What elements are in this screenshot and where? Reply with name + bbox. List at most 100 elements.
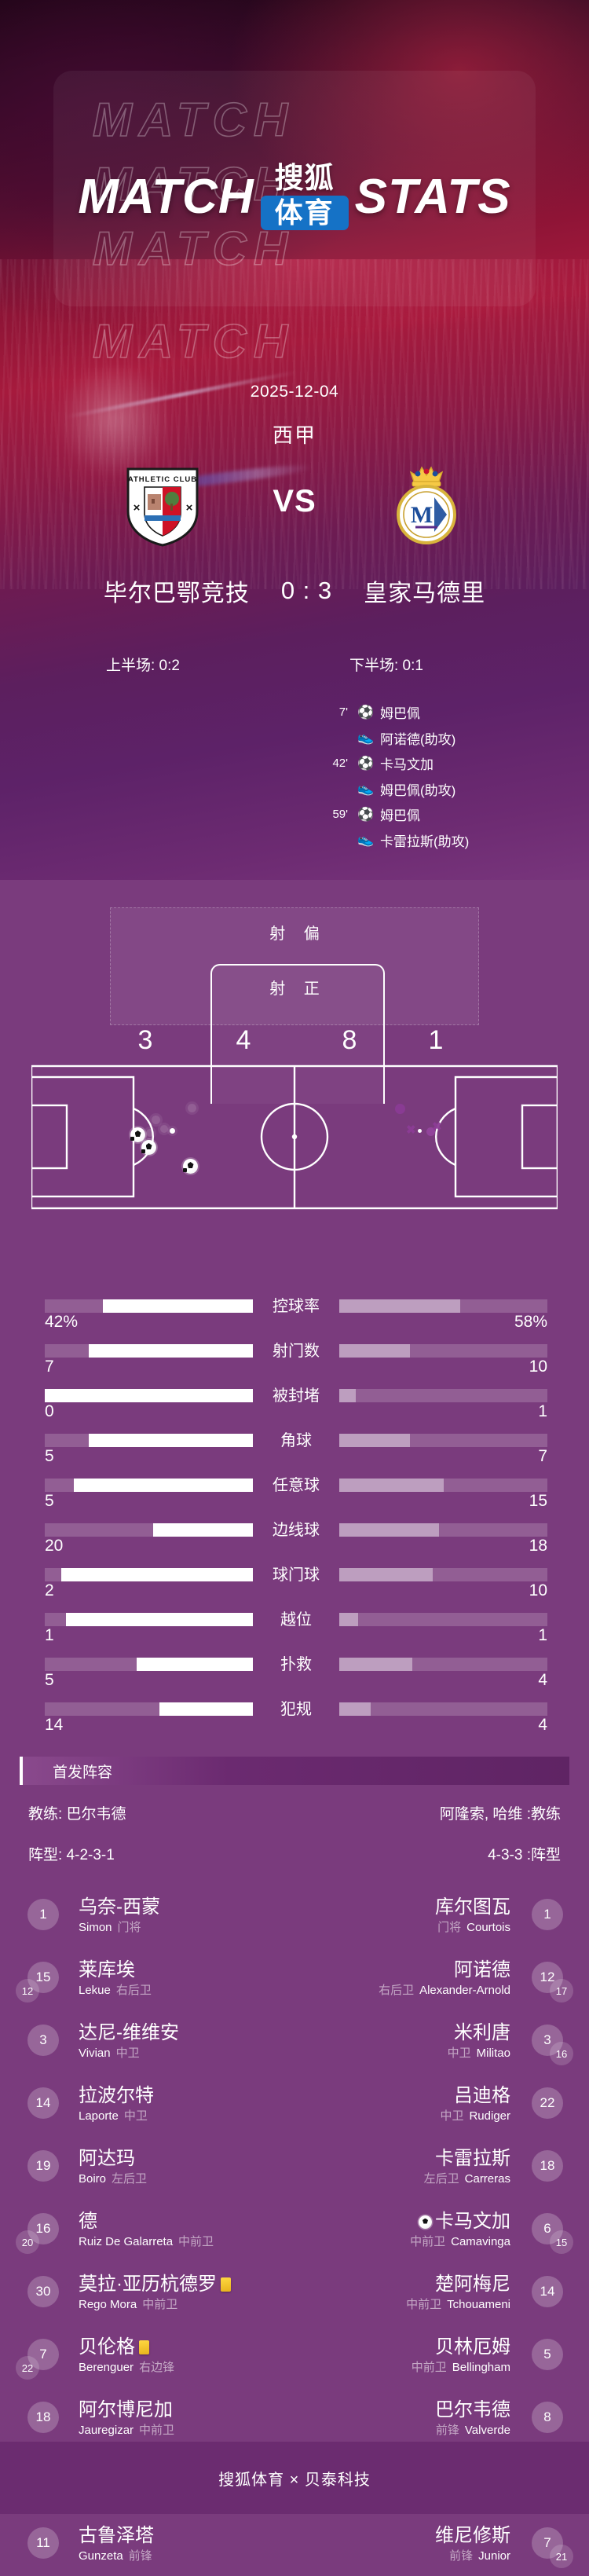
assist-name: 阿诺德(助攻) [380,731,456,747]
jersey-number: 1 [27,1899,59,1930]
stat-label: 角球 [280,1432,312,1449]
event-minute: 7' [338,705,348,719]
stat-label: 任意球 [273,1477,320,1494]
away-player: 库尔图瓦 门将 Courtois 1 [294,1893,589,1940]
player-name-cn: 贝伦格 [79,2336,174,2359]
blocked-shot-marker: ✖ [432,1120,442,1134]
player-name-cn: 乌奈-西蒙 [79,1896,160,1918]
home-player: 3 达尼-维维安 Vivian 中卫 [0,2018,294,2065]
away-player: 卡雷拉斯 左后卫 Carreras 18 [294,2144,589,2191]
stat-row: 5 角球 7 [0,1405,589,1465]
home-stat-bar-fill [65,1613,253,1626]
home-stat-bar-fill [103,1299,253,1313]
home-on-target-count: 4 [236,1025,251,1055]
player-name-en: Lekue [79,1984,111,1997]
away-formation: 4-3-3 :阵型 [488,1847,561,1863]
away-stat-value: 4 [538,1671,547,1689]
player-row: 14 拉波尔特 Laporte 中卫 吕迪格 中卫 Rudiger 22 [0,2073,589,2136]
player-position: 右边锋 [139,2361,175,2374]
stat-row: 1 越位 1 [0,1585,589,1644]
player-info: 米利唐 中卫 Militao [437,2021,521,2062]
brand-title: MATCH 搜狐 体育 STATS [0,153,589,240]
player-name-en: Berenguer [79,2361,134,2374]
away-stat-value: 18 [529,1537,547,1555]
player-row: 3 达尼-维维安 Vivian 中卫 米利唐 中卫 Militao 3 16 [0,2010,589,2073]
off-target-zone [110,907,479,1025]
away-stat-bar-fill [339,1299,460,1313]
stat-label: 被封堵 [273,1387,320,1405]
formation-row: 阵型: 4-2-3-1 4-3-3 :阵型 [28,1843,561,1864]
stat-label: 扑救 [280,1656,312,1673]
player-position: 中前卫 [178,2235,214,2248]
away-team-name: 皇家马德里 [364,581,486,606]
player-position: 中前卫 [411,2361,447,2374]
player-name-en: Simon [79,1921,112,1934]
player-name-cn: 卡马文加 [410,2210,510,2233]
player-info: 巴尔韦德 前锋 Valverde [424,2398,521,2439]
assist-name: 卡雷拉斯(助攻) [380,834,470,849]
player-name-en: Alexander-Arnold [419,1984,510,1997]
goal-shot-marker [130,1127,145,1142]
boot-icon: 👟 [357,730,375,745]
player-meta: 门将 Courtois [435,1919,510,1937]
header-banner: MATCH MATCH MATCH MATCH MATCH 搜狐 体育 STAT… [0,0,589,880]
player-info: 古鲁泽塔 Gunzeta 前锋 [68,2524,165,2565]
home-stat-bar-track [45,1389,253,1402]
player-name-cn: 德 [79,2211,97,2232]
home-player: 14 拉波尔特 Laporte 中卫 [0,2081,294,2128]
jersey-number: 5 [532,2339,563,2370]
goal-event: 42' ⚽ 卡马文加 👟 姆巴佩(助攻) [322,750,573,801]
home-coach: 教练: 巴尔韦德 [28,1806,126,1823]
jersey-number-wrap: 3 [17,2018,68,2065]
away-stat-value: 15 [529,1492,547,1510]
away-stat-bar-track [339,1344,547,1358]
svg-text:M: M [411,502,433,528]
player-row: 11 古鲁泽塔 Gunzeta 前锋 维尼修斯 前锋 Junior 7 21 [0,2513,589,2576]
player-info: 维尼修斯 前锋 Junior [424,2524,521,2565]
soccer-ball-icon: ⚽ [357,755,375,771]
jersey-number-wrap: 5 [521,2332,572,2380]
player-position: 左后卫 [423,2172,459,2186]
jersey-number-wrap: 14 [17,2081,68,2128]
player-position: 右后卫 [379,1984,415,1997]
away-stat-bar-track [339,1658,547,1671]
player-name-en: Carreras [464,2172,510,2186]
shot-marker [160,1125,168,1133]
jersey-number: 18 [532,2150,563,2182]
jersey-number-wrap: 7 21 [521,2521,573,2568]
sohu-logo-top: 搜狐 [274,162,335,194]
stat-label: 越位 [280,1611,312,1629]
footer: 搜狐体育 × 贝泰科技 [0,2442,589,2514]
player-position: 门将 [437,1921,462,1934]
player-name-en: Camavinga [451,2235,510,2248]
home-stat-value: 20 [45,1537,64,1555]
away-stat-bar-track [339,1434,547,1447]
player-name-en: Valverde [464,2424,510,2437]
home-stat-bar-track [45,1344,253,1358]
home-stat-bar-track [45,1613,253,1626]
player-name-cn: 阿达玛 [79,2148,135,2169]
sub-jersey-number: 22 [16,2356,39,2380]
vs-label: VS [273,484,316,518]
jersey-number-wrap: 22 [521,2081,572,2128]
away-player: 楚阿梅尼 中前卫 Tchouameni 14 [294,2270,589,2317]
home-stat-value: 5 [45,1671,54,1689]
player-info: 拉波尔特 Laporte 中卫 [68,2084,165,2125]
shot-marker [188,1104,196,1112]
soccer-ball-icon: ⚽ [357,704,375,720]
coach-row: 教练: 巴尔韦德 阿隆索, 哈维 :教练 [28,1802,561,1823]
player-position: 中前卫 [142,2298,178,2311]
player-meta: Boiro 左后卫 [79,2171,147,2188]
home-player: 11 古鲁泽塔 Gunzeta 前锋 [0,2521,294,2568]
stat-row: 5 任意球 15 [0,1450,589,1510]
ghost-match-text-2: MATCH [92,157,295,211]
stat-row: 20 边线球 18 [0,1495,589,1555]
away-stat-value: 58% [514,1313,547,1331]
player-name-en: Bellingham [452,2361,510,2374]
jersey-number-wrap: 12 17 [521,1955,573,2003]
away-player: 米利唐 中卫 Militao 3 16 [294,2018,589,2065]
away-stat-bar-track [339,1568,547,1581]
player-name-en: Laporte [79,2109,119,2123]
jersey-number-wrap: 1 [17,1893,68,1940]
home-team-crest: ATHLETIC CLUB × × [119,464,206,550]
